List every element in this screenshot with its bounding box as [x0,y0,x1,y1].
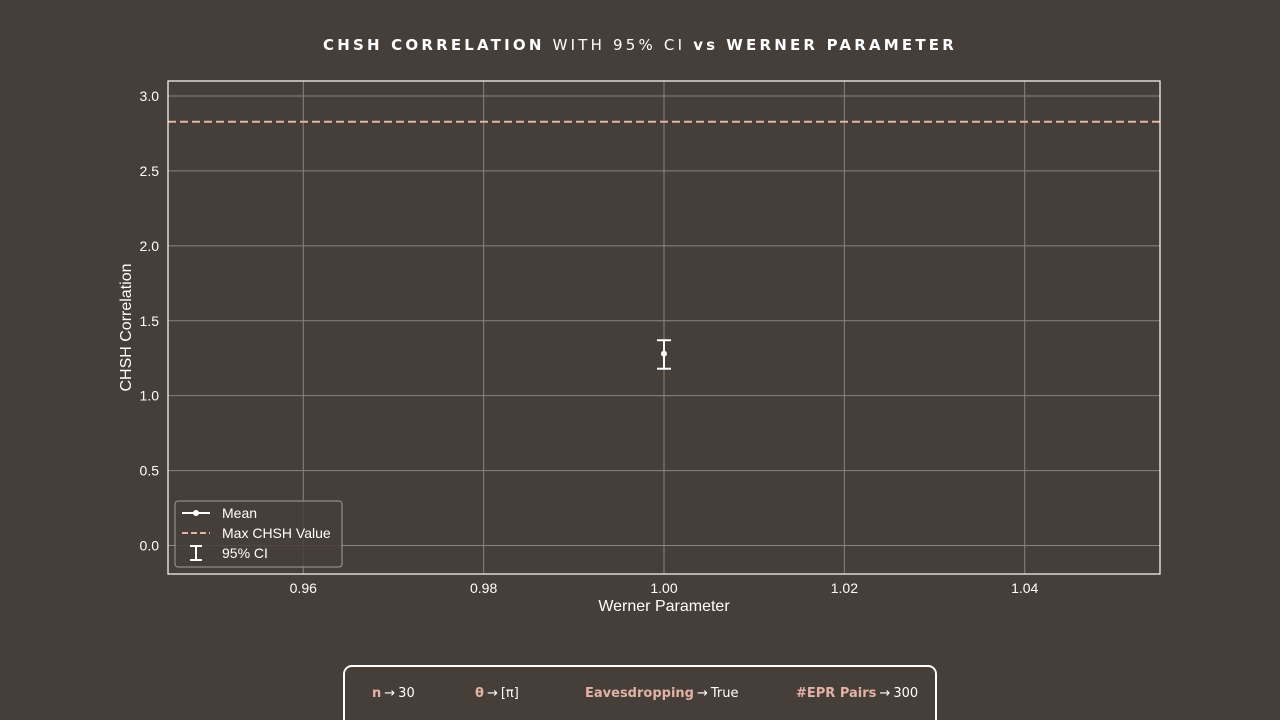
title-part-3: vs [693,36,719,54]
y-tick-label: 0.5 [140,463,160,479]
x-axis-label: Werner Parameter [598,598,730,615]
legend-box [174,500,343,568]
y-axis-label: CHSH Correlation [118,263,135,391]
legend-mean-marker [193,510,199,516]
x-tick-label: 1.02 [831,580,858,596]
y-tick-label: 2.5 [140,163,160,179]
param-n-value: 30 [398,686,415,701]
param-theta-value: [π] [500,686,519,701]
param-theta: θ → [π] [475,686,519,701]
param-epr-pairs: #EPR Pairs → 300 [796,686,918,701]
param-epr-pairs-value: 300 [893,686,919,701]
title-part-2: WITH 95% CI [552,36,686,54]
title-part-1: CHSH CORRELATION [323,36,545,54]
param-n: n → 30 [372,686,415,701]
y-tick-label: 1.0 [140,388,160,404]
title-part-4: WERNER PARAMETER [726,36,957,54]
legend-mean-label: Mean [222,505,257,521]
legend-ci-label: 95% CI [222,545,268,561]
mean-point [661,350,667,357]
x-tick-label: 1.00 [650,580,677,596]
x-tick-label: 1.04 [1011,580,1038,596]
param-eavesdropping-key: Eavesdropping [585,686,694,701]
y-tick-label: 1.5 [140,313,160,329]
chart-title: CHSH CORRELATION WITH 95% CI vs WERNER P… [0,36,1280,54]
param-eavesdropping-value: True [710,686,739,701]
y-tick-label: 0.0 [140,538,160,554]
chart: 0.96 0.98 1.00 1.02 1.04 0.0 0.5 1.0 1.5 2.0 2.5 3.… [118,80,1161,615]
param-n-arrow: → [384,686,396,701]
parameter-panel: n → 30 θ → [π] Eavesdropping → True #EPR Pairs… [343,665,937,720]
param-theta-arrow: → [486,686,498,701]
y-tick-label: 3.0 [140,88,160,104]
x-tick-label: 0.96 [290,580,317,596]
param-eavesdropping: Eavesdropping → True [585,686,739,701]
param-epr-pairs-arrow: → [879,686,891,701]
param-theta-key: θ [475,686,484,701]
param-epr-pairs-key: #EPR Pairs [796,686,877,701]
plot-frame [167,80,1161,575]
param-eavesdropping-arrow: → [696,686,708,701]
x-tick-label: 0.98 [470,580,497,596]
param-n-key: n [372,686,382,701]
y-tick-label: 2.0 [140,238,160,254]
legend-max-chsh-label: Max CHSH Value [222,525,331,541]
